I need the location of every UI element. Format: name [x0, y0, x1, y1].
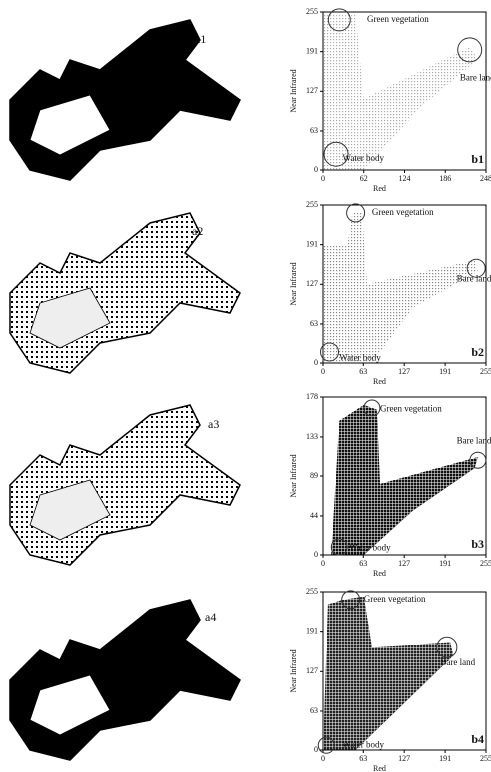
- y-tick-label: 63: [310, 706, 318, 715]
- x-tick-label: 255: [480, 367, 491, 376]
- annotation: Bare land: [440, 657, 475, 667]
- map-label: a1: [195, 32, 206, 46]
- annotation-circle: [330, 538, 348, 556]
- y-tick-label: 0: [314, 550, 318, 559]
- y-tick-label: 127: [306, 279, 318, 288]
- x-tick-label: 124: [399, 174, 411, 183]
- y-tick-label: 0: [314, 358, 318, 367]
- annotation: Green vegetation: [380, 404, 442, 414]
- point-cloud: [323, 15, 478, 170]
- y-tick-label: 89: [310, 471, 318, 480]
- x-tick-label: 191: [439, 754, 451, 763]
- annotation-circle: [341, 590, 361, 610]
- annotation-circle: [457, 37, 483, 63]
- x-axis-label: Red: [373, 377, 386, 386]
- annotation: Water body: [349, 543, 391, 553]
- map-patch: [29, 479, 111, 541]
- y-tick-label: 127: [306, 666, 318, 675]
- annotation-circle: [327, 8, 351, 32]
- y-tick-label: 255: [306, 7, 318, 16]
- x-tick-label: 0: [321, 754, 325, 763]
- point-cloud: [323, 596, 454, 750]
- annotation-circle: [363, 399, 381, 417]
- x-tick-label: 127: [398, 754, 410, 763]
- map-label: a2: [192, 224, 203, 238]
- y-tick-label: 0: [314, 165, 318, 174]
- annotation-circle: [466, 258, 486, 278]
- panel-label: b1: [471, 152, 484, 166]
- x-tick-label: 63: [359, 559, 367, 568]
- annotation: Water body: [339, 352, 381, 362]
- map-shape: [9, 212, 241, 374]
- annotation-circle: [469, 451, 487, 469]
- x-axis-label: Red: [373, 184, 386, 193]
- y-tick-label: 191: [306, 46, 318, 55]
- y-tick-label: 255: [306, 200, 318, 209]
- x-axis-label: Red: [373, 764, 386, 772]
- panel-label: b4: [471, 732, 484, 746]
- point-cloud: [323, 212, 478, 363]
- map-patch: [29, 94, 111, 156]
- annotation: Green vegetation: [367, 14, 429, 24]
- map-shape: [9, 599, 241, 761]
- annotation-circle: [346, 203, 366, 223]
- y-axis-label: Near Infrared: [289, 649, 298, 692]
- annotation-circle: [317, 736, 335, 754]
- map-patch: [29, 287, 111, 349]
- annotation: Water body: [343, 739, 385, 749]
- annotation: Green vegetation: [364, 594, 426, 604]
- y-tick-label: 127: [306, 86, 318, 95]
- annotation: Green vegetation: [372, 207, 434, 217]
- annotation-circle: [323, 141, 349, 167]
- y-tick-label: 0: [314, 745, 318, 754]
- y-tick-label: 63: [310, 126, 318, 135]
- y-tick-label: 255: [306, 587, 318, 596]
- x-tick-label: 186: [439, 174, 451, 183]
- y-tick-label: 191: [306, 626, 318, 635]
- point-cloud: [331, 404, 478, 555]
- map-label: a4: [205, 610, 216, 624]
- x-tick-label: 62: [360, 174, 368, 183]
- x-tick-label: 0: [321, 367, 325, 376]
- annotation: Bare land: [457, 435, 491, 445]
- y-tick-label: 191: [306, 239, 318, 248]
- panel-label: b2: [471, 345, 484, 359]
- x-tick-label: 63: [359, 367, 367, 376]
- x-tick-label: 127: [398, 367, 410, 376]
- x-tick-label: 127: [398, 559, 410, 568]
- y-axis-label: Near Infrared: [289, 262, 298, 305]
- y-tick-label: 133: [306, 432, 318, 441]
- x-tick-label: 0: [321, 559, 325, 568]
- x-tick-label: 0: [321, 174, 325, 183]
- annotation: Bare land: [460, 72, 491, 82]
- x-tick-label: 63: [359, 754, 367, 763]
- panel-label: b3: [471, 537, 484, 551]
- annotation-circle: [436, 636, 458, 658]
- y-tick-label: 178: [306, 392, 318, 401]
- x-tick-label: 191: [439, 367, 451, 376]
- y-tick-label: 44: [310, 511, 318, 520]
- x-tick-label: 248: [480, 174, 491, 183]
- annotation-circle: [320, 342, 340, 362]
- annotation: Water body: [343, 153, 385, 163]
- x-tick-label: 191: [439, 559, 451, 568]
- map-label: a3: [208, 417, 219, 431]
- annotation: Bare land: [457, 273, 491, 283]
- y-axis-label: Near Infrared: [289, 454, 298, 497]
- map-patch: [29, 674, 111, 736]
- x-axis-label: Red: [373, 569, 386, 578]
- x-tick-label: 255: [480, 559, 491, 568]
- x-tick-label: 255: [480, 754, 491, 763]
- y-axis-label: Near Infrared: [289, 69, 298, 112]
- map-shape: [9, 404, 241, 566]
- y-tick-label: 63: [310, 319, 318, 328]
